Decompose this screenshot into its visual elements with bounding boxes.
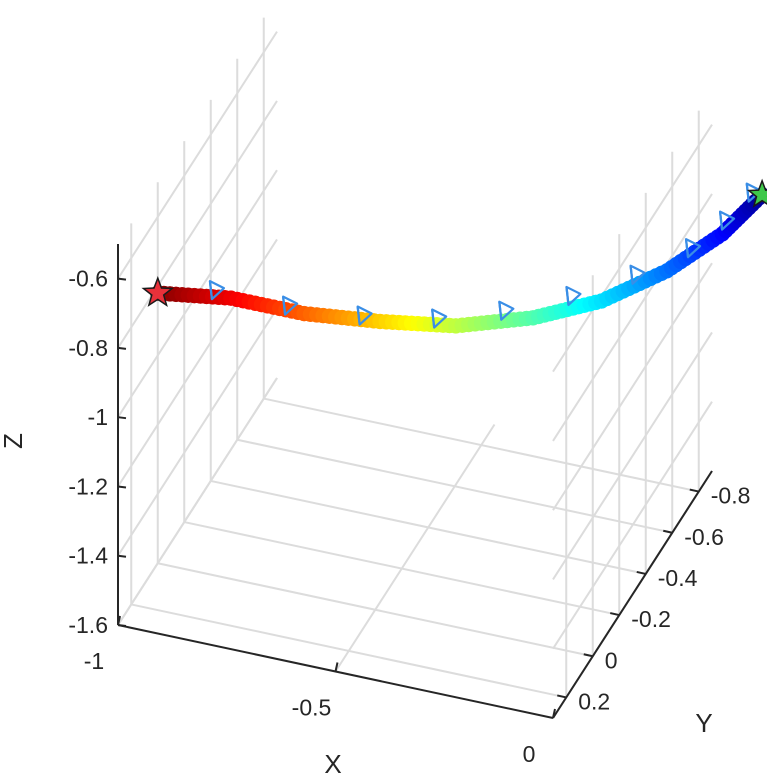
x-tick-label: -1 — [84, 648, 104, 674]
z-tick-mark — [117, 346, 127, 350]
floor-grid-line — [210, 479, 646, 575]
camera-marker — [208, 280, 226, 301]
end-star-marker — [746, 178, 767, 208]
z-tick-label: -1.2 — [68, 473, 108, 499]
camera-marker — [684, 238, 702, 259]
axis-ticks: -0.6 -0.8 -1 -1.2 -1.4 -1.6 -1 -0.5 0 0.2 0 -0.2 -0.… — [68, 266, 750, 767]
x-tick-label: -0.5 — [292, 695, 332, 721]
left-wall-grid-line — [117, 308, 278, 557]
side-wall-grid-line — [552, 262, 713, 511]
y-axis-line — [552, 470, 713, 719]
y-tick-label: -0.6 — [684, 524, 724, 550]
floor-grid-line — [237, 438, 673, 534]
x-tick-mark — [334, 662, 339, 672]
side-wall-grid-line — [552, 331, 713, 580]
endpoint-markers — [141, 178, 767, 307]
z-tick-mark — [117, 624, 127, 627]
left-wall-grid-line — [117, 377, 278, 626]
axes — [117, 244, 713, 719]
camera-marker — [356, 305, 373, 326]
camera-marker — [629, 264, 646, 285]
y-tick-label: 0.2 — [578, 688, 610, 714]
camera-frustum-edge — [498, 301, 503, 320]
z-tick-label: -1.6 — [68, 612, 108, 638]
y-tick-mark — [610, 612, 620, 617]
z-axis-label: Z — [0, 433, 28, 449]
x-tick-mark — [552, 708, 556, 719]
floor-grid-line — [157, 562, 593, 658]
z-tick-mark — [117, 554, 127, 558]
floor-grid-line — [131, 603, 567, 699]
z-tick-mark — [117, 416, 127, 420]
left-wall-grid-line — [117, 100, 278, 349]
camera-frustum-edge — [431, 309, 436, 328]
side-wall-grid-line — [552, 124, 713, 373]
y-tick-label: -0.2 — [631, 606, 671, 632]
camera-marker — [431, 308, 448, 329]
x-axis-label: X — [324, 749, 341, 778]
trajectory — [150, 187, 767, 334]
y-tick-mark — [689, 488, 699, 493]
camera-frustum-edge — [282, 296, 287, 315]
z-tick-label: -0.8 — [68, 335, 108, 361]
y-tick-label: 0 — [605, 647, 618, 673]
y-tick-label: -0.8 — [711, 483, 751, 509]
left-wall-grid-line — [117, 238, 278, 487]
camera-marker — [282, 295, 299, 316]
floor-grid-line — [184, 521, 620, 617]
camera-frustum-edge — [718, 211, 724, 230]
side-wall-grid-line — [552, 401, 713, 650]
y-tick-mark — [557, 694, 567, 699]
camera-marker — [565, 285, 582, 307]
y-tick-mark — [663, 529, 673, 534]
camera-frustum-edge — [356, 306, 361, 325]
y-tick-label: -0.4 — [658, 565, 698, 591]
side-wall-grid-line — [552, 193, 713, 442]
camera-markers — [208, 182, 762, 329]
y-tick-mark — [636, 570, 646, 575]
camera-frustum-edge — [565, 286, 570, 306]
x-tick-label: 0 — [523, 741, 536, 767]
z-tick-label: -0.6 — [68, 266, 108, 292]
camera-frustum-edge — [629, 265, 634, 284]
start-star-marker — [141, 275, 175, 307]
x-tick-mark — [117, 615, 121, 626]
camera-frustum-edge — [208, 281, 214, 300]
z-tick-mark — [117, 485, 127, 489]
y-tick-mark — [583, 653, 593, 658]
grid-lines — [117, 17, 713, 719]
camera-marker — [718, 210, 736, 231]
floor-grid-line — [263, 397, 699, 493]
z-tick-label: -1 — [88, 404, 108, 430]
z-tick-label: -1.4 — [68, 543, 108, 569]
floor-grid-line — [334, 423, 496, 673]
camera-marker — [498, 300, 515, 321]
camera-frustum-edge — [745, 183, 750, 202]
z-tick-mark — [117, 277, 127, 281]
camera-frustum-edge — [684, 239, 690, 258]
y-axis-label: Y — [695, 708, 712, 738]
left-wall-grid-line — [117, 31, 278, 280]
